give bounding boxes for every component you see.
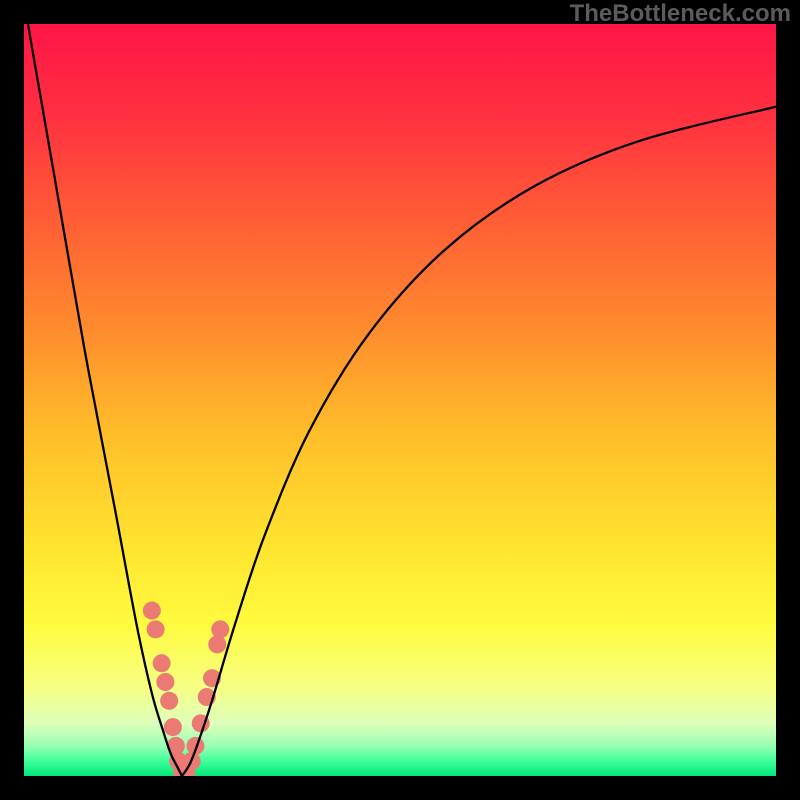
data-marker: [164, 718, 182, 736]
data-marker: [147, 620, 165, 638]
chart-container: TheBottleneck.com: [0, 0, 800, 800]
data-marker: [153, 654, 171, 672]
data-marker: [208, 635, 226, 653]
data-marker: [156, 673, 174, 691]
plot-clipped-group: [24, 1, 776, 781]
data-marker: [211, 620, 229, 638]
bottleneck-curve-chart: [0, 0, 800, 800]
data-marker: [160, 692, 178, 710]
curve-right-branch: [182, 107, 776, 776]
marker-group: [143, 602, 229, 782]
data-marker: [143, 602, 161, 620]
